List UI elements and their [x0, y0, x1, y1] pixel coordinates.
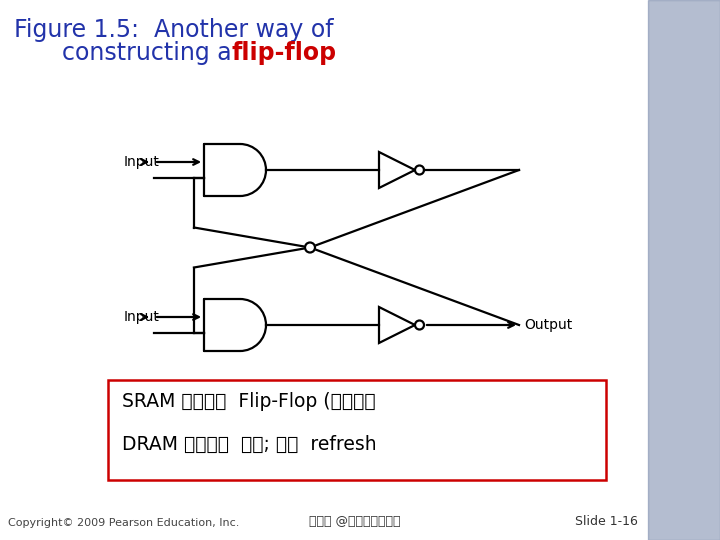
- Text: DRAM 的原理是  電容; 需要  refresh: DRAM 的原理是 電容; 需要 refresh: [122, 435, 377, 454]
- Text: constructing a: constructing a: [62, 41, 239, 65]
- Text: Input: Input: [124, 155, 160, 169]
- Text: 蔡文能 @交通大學資工系: 蔡文能 @交通大學資工系: [310, 515, 401, 528]
- Text: Input: Input: [124, 310, 160, 324]
- Text: Copyright© 2009 Pearson Education, Inc.: Copyright© 2009 Pearson Education, Inc.: [8, 518, 239, 528]
- FancyBboxPatch shape: [108, 380, 606, 480]
- Bar: [648, 0, 720, 540]
- Text: SRAM 的原理是  Flip-Flop (正反器）: SRAM 的原理是 Flip-Flop (正反器）: [122, 392, 376, 411]
- Text: flip-flop: flip-flop: [232, 41, 337, 65]
- Text: Slide 1-16: Slide 1-16: [575, 515, 638, 528]
- Text: Output: Output: [524, 318, 572, 332]
- Text: Figure 1.5:  Another way of: Figure 1.5: Another way of: [14, 18, 333, 42]
- Circle shape: [305, 242, 315, 253]
